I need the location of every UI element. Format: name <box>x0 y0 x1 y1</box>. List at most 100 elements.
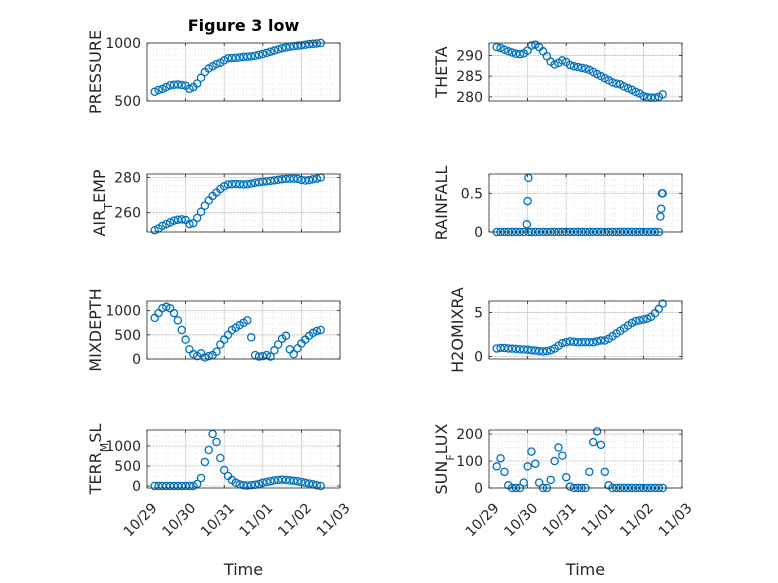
data-point <box>492 462 501 471</box>
data-point <box>658 189 667 198</box>
data-point <box>200 353 210 362</box>
axes-box <box>488 173 683 233</box>
x-tick-label: 11/02 <box>617 500 657 540</box>
data-point <box>565 60 575 70</box>
data-point <box>212 437 221 447</box>
data-point <box>243 316 252 325</box>
data-point <box>266 476 275 486</box>
data-point <box>558 338 567 348</box>
y-tick-label: 1000 <box>105 439 141 455</box>
data-point <box>266 352 275 361</box>
data-point <box>293 476 302 486</box>
data-point <box>504 47 513 56</box>
axes-box <box>488 429 683 489</box>
data-point <box>177 215 186 224</box>
axes-box <box>146 173 341 233</box>
x-tick-label: 11/01 <box>237 500 277 540</box>
y-tick-label: 0 <box>474 225 483 241</box>
data-point <box>627 318 637 328</box>
data-point <box>185 84 194 94</box>
data-point <box>507 48 517 57</box>
data-point <box>158 221 167 231</box>
panel-sun_flux: 0 100 200SUNFLUX10/2910/3010/3111/0111/021… <box>432 423 696 579</box>
y-tick-label: 0.5 <box>461 186 483 202</box>
data-point <box>522 220 532 229</box>
y-tick-label: 500 <box>114 459 141 475</box>
data-point <box>316 481 325 491</box>
data-point <box>312 174 322 183</box>
data-point <box>596 440 606 450</box>
data-point <box>492 42 501 52</box>
data-point <box>262 48 271 58</box>
data-point <box>612 79 621 88</box>
data-point <box>639 315 648 324</box>
axes-box <box>488 300 683 360</box>
data-point <box>289 174 298 183</box>
axes-box <box>146 42 341 102</box>
data-point <box>596 336 606 345</box>
data-point <box>196 207 206 217</box>
axes-box <box>146 429 341 489</box>
y-tick-label: 0 <box>474 349 483 365</box>
data-point <box>273 340 283 349</box>
data-point <box>192 79 202 88</box>
data-point <box>656 204 666 214</box>
data-point <box>158 84 167 94</box>
data-point <box>523 462 532 471</box>
data-point <box>631 87 640 97</box>
data-point <box>196 73 206 83</box>
x-tick-label: 11/03 <box>314 500 354 540</box>
data-point <box>212 347 221 356</box>
data-point <box>270 346 279 355</box>
data-point <box>304 175 314 185</box>
data-point <box>623 83 633 93</box>
data-point <box>546 475 556 485</box>
data-point <box>577 63 586 73</box>
data-point <box>173 80 183 89</box>
data-point <box>588 338 598 347</box>
y-tick-label: 260 <box>114 206 141 222</box>
data-point <box>162 82 171 92</box>
data-point <box>150 225 159 235</box>
data-point <box>301 176 310 185</box>
y-tick-label: 280 <box>114 171 141 187</box>
x-axis-label: Time <box>565 560 605 579</box>
data-point <box>246 179 256 188</box>
data-point <box>196 473 206 483</box>
x-tick-label: 10/31 <box>540 500 580 540</box>
y-tick-label: 5 <box>474 305 483 321</box>
data-point <box>177 80 186 90</box>
x-tick-label: 10/31 <box>198 500 238 540</box>
axes-box <box>146 300 341 360</box>
data-point <box>231 478 241 488</box>
y-tick-label: 500 <box>114 94 141 110</box>
y-tick-label: 0 <box>132 352 141 368</box>
data-point <box>569 61 579 71</box>
data-point <box>550 456 559 466</box>
data-point <box>519 478 528 487</box>
data-point <box>608 78 617 87</box>
data-point <box>150 87 159 96</box>
y-axis-label: RAINFALL <box>432 166 451 241</box>
data-point <box>588 437 598 447</box>
data-point <box>312 39 322 48</box>
data-point <box>165 218 175 227</box>
data-point <box>169 216 179 225</box>
data-point <box>538 347 548 356</box>
data-point <box>169 308 179 318</box>
data-point <box>273 45 283 54</box>
y-tick-label: 200 <box>456 427 483 443</box>
data-point <box>262 177 271 186</box>
data-point <box>181 335 190 344</box>
data-point <box>200 457 210 467</box>
figure-title: Figure 3 low <box>188 16 300 35</box>
data-point <box>185 219 194 229</box>
data-point <box>635 316 644 325</box>
data-point <box>600 336 610 345</box>
data-point <box>243 179 252 189</box>
data-point <box>312 326 322 336</box>
data-point <box>254 50 264 60</box>
data-point <box>550 60 559 69</box>
